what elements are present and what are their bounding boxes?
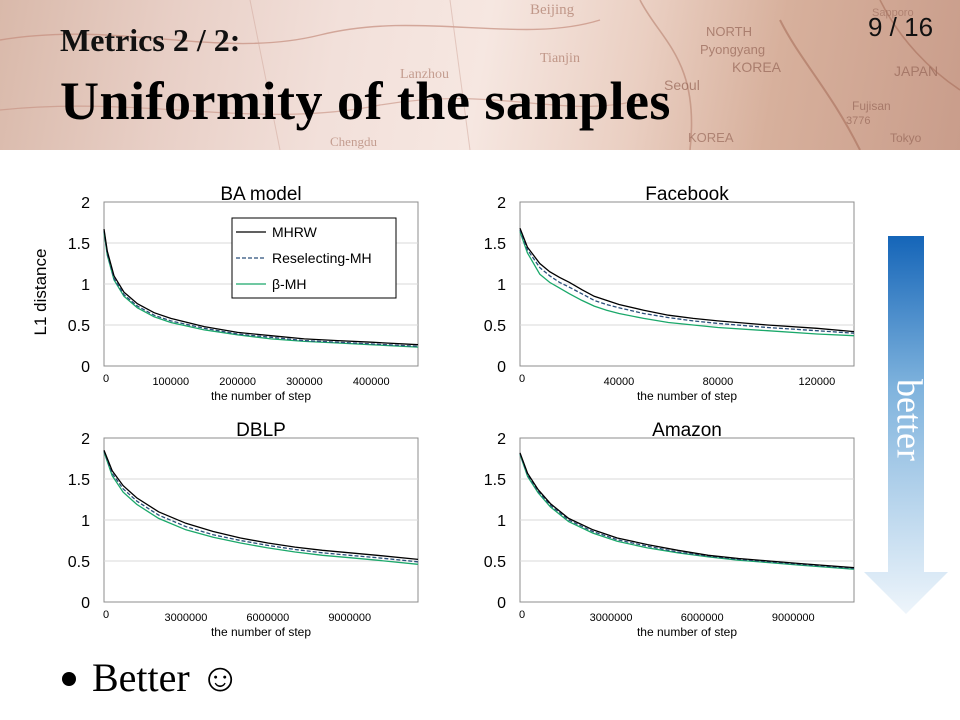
series-line	[103, 229, 419, 346]
y-tick-label: 1	[497, 513, 506, 530]
map-label: Fujisan	[852, 99, 891, 113]
y-tick-label: 1.5	[68, 472, 90, 489]
x-tick-label: 200000	[219, 376, 256, 388]
x-tick-label: 300000	[286, 376, 323, 388]
map-label: Beijing	[530, 2, 575, 18]
series-line	[103, 451, 419, 565]
x-tick-label: 40000	[604, 376, 635, 388]
y-tick-label: 1	[81, 513, 90, 530]
x-tick-label: 120000	[799, 376, 836, 388]
map-label: Lanzhou	[400, 67, 449, 82]
x-axis-label: the number of step	[211, 625, 311, 639]
slide-subtitle: Metrics 2 / 2:	[60, 22, 241, 58]
y-tick-label: 2	[497, 195, 506, 212]
x-tick-label: 0	[519, 609, 525, 621]
y-tick-label: 2	[81, 195, 90, 212]
y-tick-label: 0	[497, 359, 506, 376]
map-label: Pyongyang	[700, 42, 765, 57]
chart-2: 0 0.5 1 1.5 2 0 40000 80000 120000 Facebook the nu…	[484, 184, 855, 403]
y-tick-label: 0.5	[484, 318, 506, 335]
legend-label: β-MH	[272, 276, 307, 292]
x-tick-label: 9000000	[772, 612, 815, 624]
x-tick-label: 6000000	[246, 612, 289, 624]
x-tick-label: 80000	[703, 376, 734, 388]
y-tick-label: 0.5	[68, 318, 90, 335]
series-line	[519, 453, 855, 570]
x-tick-label: 0	[103, 373, 109, 385]
map-label: Chengdu	[330, 134, 377, 149]
map-label: JAPAN	[894, 63, 938, 79]
x-axis-label: the number of step	[637, 389, 737, 403]
chart-1: 0 0.5 1 1.5 2 0 100000 200000 300000 400000 BA mod…	[31, 184, 419, 403]
x-tick-label: 100000	[152, 376, 189, 388]
series-line	[519, 229, 855, 334]
y-tick-label: 1.5	[484, 236, 506, 253]
y-tick-label: 1	[497, 277, 506, 294]
y-tick-label: 1.5	[484, 472, 506, 489]
map-label: Seoul	[664, 77, 700, 93]
y-tick-label: 0	[81, 595, 90, 612]
y-axis-label: L1 distance	[31, 249, 50, 336]
map-label: 3776	[846, 115, 870, 127]
smiley-icon: ☺	[199, 655, 241, 700]
map-background: Beijing Tianjin Lanzhou NORTH Pyongyang …	[0, 0, 960, 150]
x-axis-label: the number of step	[211, 389, 311, 403]
chart-4: 0 0.5 1 1.5 2 0 3000000 6000000 9000000 Amazon the…	[484, 420, 855, 639]
series-line	[519, 227, 855, 333]
chart-title: Amazon	[652, 420, 722, 441]
x-tick-label: 3000000	[164, 612, 207, 624]
series-line	[103, 232, 419, 348]
x-tick-label: 3000000	[590, 612, 633, 624]
map-label: Tianjin	[540, 51, 580, 66]
slide-title: Uniformity of the samples	[60, 71, 671, 131]
chart-title: DBLP	[236, 420, 286, 441]
y-tick-label: 0.5	[68, 554, 90, 571]
bullet-item: Better ☺	[62, 654, 241, 701]
map-label: Sapporo	[872, 7, 914, 19]
y-tick-label: 2	[497, 431, 506, 448]
legend: MHRW Reselecting-MH β-MH	[231, 217, 397, 299]
bullet-text: Better	[92, 655, 190, 700]
map-label: NORTH	[706, 24, 752, 39]
x-axis-label: the number of step	[637, 625, 737, 639]
legend-box	[231, 217, 397, 299]
map-label: KOREA	[688, 130, 734, 145]
map-label: KOREA	[732, 59, 782, 75]
x-tick-label: 6000000	[681, 612, 724, 624]
series-line	[103, 450, 419, 563]
bullet-dot	[62, 671, 76, 686]
map-label: Tokyo	[890, 131, 922, 145]
slide-header: Beijing Tianjin Lanzhou NORTH Pyongyang …	[0, 0, 960, 150]
y-tick-label: 0	[81, 359, 90, 376]
series-line	[103, 230, 419, 347]
series-line	[103, 450, 419, 561]
chart-title: BA model	[220, 184, 301, 205]
y-tick-label: 1	[81, 277, 90, 294]
y-tick-label: 0.5	[484, 554, 506, 571]
series-line	[519, 452, 855, 569]
y-tick-label: 0	[497, 595, 506, 612]
x-tick-label: 400000	[353, 376, 390, 388]
legend-label: Reselecting-MH	[272, 250, 372, 266]
y-tick-label: 1.5	[68, 236, 90, 253]
series-line	[519, 454, 855, 570]
series-line	[519, 231, 855, 337]
chart-title: Facebook	[645, 184, 729, 205]
x-tick-label: 0	[519, 373, 525, 385]
page-number: 9 / 16	[868, 12, 934, 42]
x-tick-label: 0	[103, 609, 109, 621]
legend-label: MHRW	[272, 224, 318, 240]
x-tick-label: 9000000	[328, 612, 371, 624]
y-tick-label: 2	[81, 431, 90, 448]
chart-3: 0 0.5 1 1.5 2 0 3000000 6000000 9000000 DBLP the n…	[68, 420, 419, 639]
